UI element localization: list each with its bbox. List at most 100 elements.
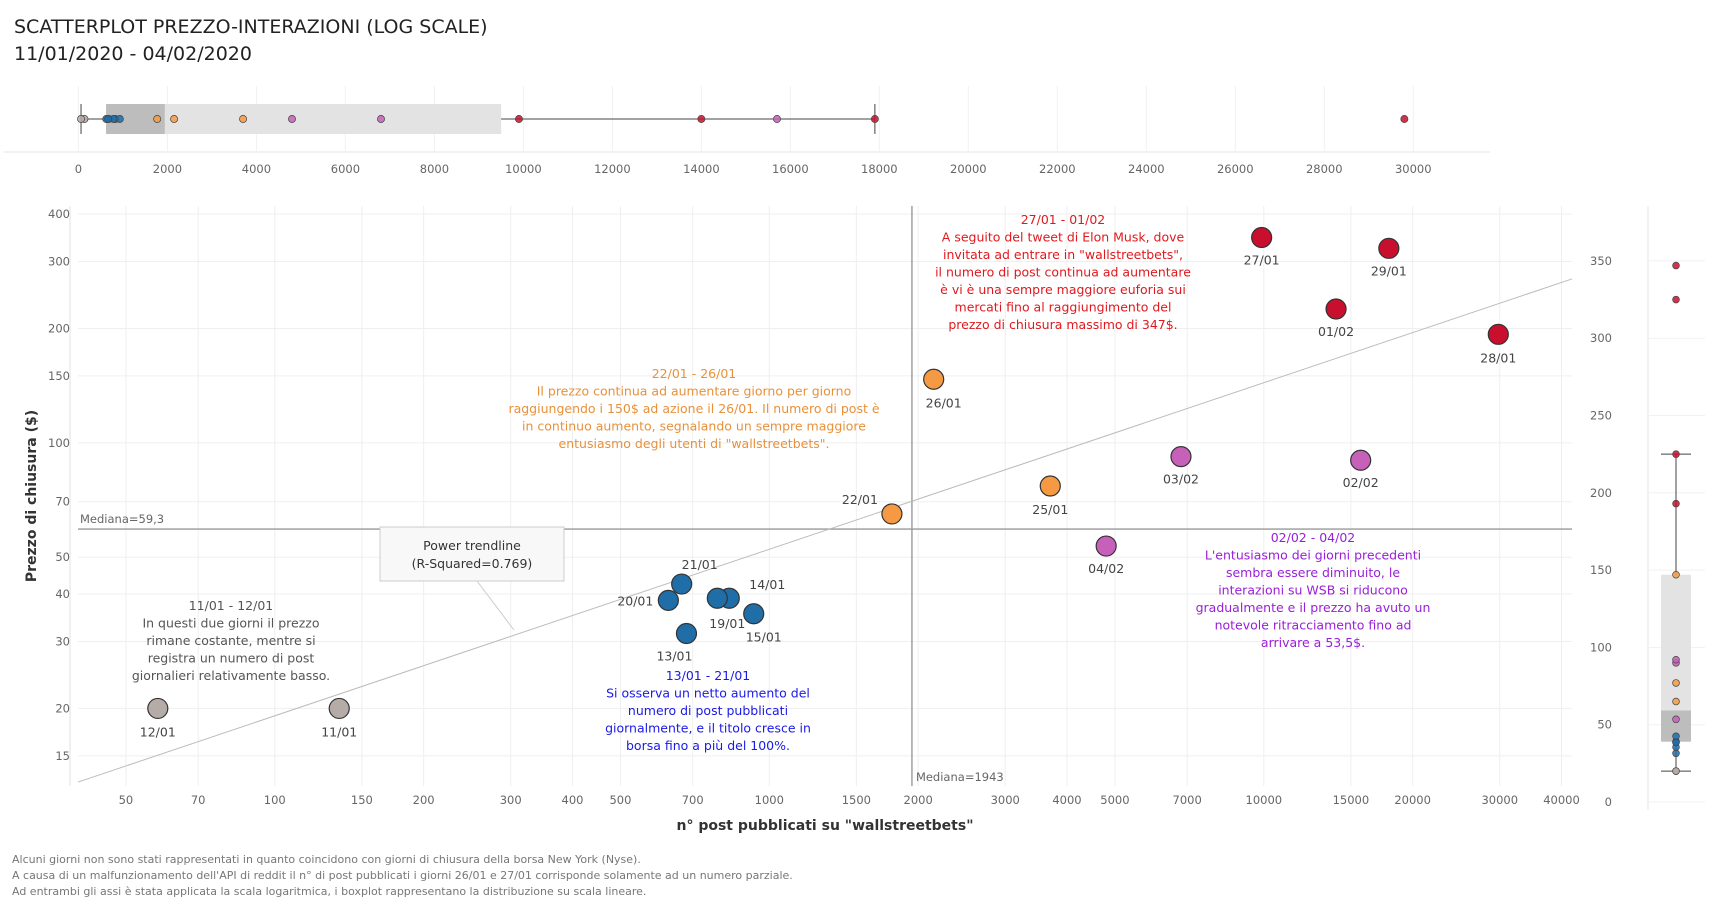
top-boxplot-point <box>773 115 781 123</box>
right-boxplot-point <box>1672 450 1680 458</box>
top-boxplot-tick-label: 8000 <box>420 162 449 176</box>
annotation-line: L'entusiasmo dei giorni precedenti <box>1205 548 1421 563</box>
top-boxplot-tick-label: 24000 <box>1128 162 1165 176</box>
annotation-line: invitata ad entrare in "wallstreetbets", <box>943 247 1183 262</box>
x-tick-label: 40000 <box>1543 793 1580 807</box>
right-boxplot-tick-label: 100 <box>1590 640 1612 654</box>
right-boxplot-upper-box <box>1661 574 1691 711</box>
data-point <box>923 368 945 390</box>
y-tick-label: 40 <box>55 587 70 601</box>
top-boxplot-tick-label: 6000 <box>331 162 360 176</box>
annotation-line: borsa fino a più del 100%. <box>626 738 790 753</box>
trendline-r2: (R-Squared=0.769) <box>412 556 533 571</box>
trendline <box>77 278 1573 783</box>
right-boxplot: 0 50 100 150 200 250 300 350 <box>1590 206 1705 810</box>
right-boxplot-point <box>1672 295 1680 304</box>
y-tick-label: 20 <box>55 701 70 715</box>
x-tick-label: 3000 <box>991 793 1020 807</box>
top-boxplot-point <box>170 115 179 123</box>
x-tick-label: 100 <box>264 793 286 807</box>
point-label: 04/02 <box>1088 561 1124 576</box>
point-label: 21/01 <box>682 557 718 572</box>
right-boxplot-point <box>1672 749 1680 758</box>
trendline-callout-leader <box>476 580 515 631</box>
top-boxplot-upper-box <box>164 104 502 134</box>
chart-title-line-1: SCATTERPLOT PREZZO-INTERAZIONI (LOG SCAL… <box>14 16 488 38</box>
annotation-line: arrivare a 53,5$. <box>1261 635 1365 650</box>
right-boxplot-tick-label: 300 <box>1590 331 1612 345</box>
data-point <box>1095 535 1117 557</box>
right-boxplot-point <box>1672 767 1680 775</box>
chart-title: SCATTERPLOT PREZZO-INTERAZIONI (LOG SCAL… <box>14 14 488 68</box>
right-boxplot-point <box>1672 261 1680 270</box>
annotation-heading: 11/01 - 12/01 <box>189 598 274 613</box>
point-label: 22/01 <box>842 492 878 507</box>
right-boxplot-tick-label: 250 <box>1590 409 1612 423</box>
right-boxplot-point <box>1672 732 1680 741</box>
point-label: 19/01 <box>709 616 745 631</box>
x-tick-label: 400 <box>562 793 584 807</box>
data-point <box>1350 449 1372 471</box>
point-label: 26/01 <box>926 395 962 410</box>
footnote-1: Alcuni giorni non sono stati rappresenta… <box>12 853 641 866</box>
right-boxplot-point <box>1672 715 1680 724</box>
x-tick-label: 700 <box>682 793 704 807</box>
x-tick-label: 20000 <box>1394 793 1431 807</box>
right-boxplot-point <box>1672 656 1680 664</box>
top-boxplot-tick-label: 22000 <box>1039 162 1076 176</box>
x-tick-label: 150 <box>351 793 373 807</box>
point-label: 15/01 <box>746 630 782 645</box>
x-tick-label: 1500 <box>842 793 871 807</box>
y-tick-label: 70 <box>55 495 70 509</box>
annotation-line: sembra essere diminuito, le <box>1226 565 1400 580</box>
top-boxplot-tick-label: 18000 <box>861 162 898 176</box>
top-boxplot-point <box>697 115 706 123</box>
point-label: 01/02 <box>1318 324 1354 339</box>
data-point <box>1039 475 1061 497</box>
y-axis-title: Prezzo di chiusura ($) <box>24 410 40 582</box>
annotation-line: il numero di post continua ad aumentare <box>935 265 1191 280</box>
data-point <box>706 587 728 609</box>
annotation-heading: 13/01 - 21/01 <box>666 668 751 683</box>
top-boxplot: 0 2000 4000 6000 8000 10000 12000 14000 16000 180… <box>4 86 1490 176</box>
annotation-line: registra un numero di post <box>148 651 315 666</box>
right-boxplot-tick-label: 150 <box>1590 563 1612 577</box>
point-label: 25/01 <box>1032 502 1068 517</box>
data-point <box>328 697 350 720</box>
top-boxplot-tick-label: 28000 <box>1306 162 1343 176</box>
top-boxplot-point <box>377 115 385 123</box>
right-boxplot-point <box>1672 499 1680 508</box>
point-label: 12/01 <box>140 724 176 739</box>
annotation-line: raggiungendo i 150$ ad azione il 26/01. … <box>508 401 879 416</box>
x-tick-label: 1000 <box>755 793 784 807</box>
data-point <box>743 603 765 625</box>
top-boxplot-tick-label: 16000 <box>772 162 809 176</box>
top-boxplot-point <box>153 115 162 123</box>
y-tick-label: 400 <box>48 207 70 221</box>
top-boxplot-tick-label: 20000 <box>950 162 987 176</box>
annotation-line: giornalmente, e il titolo cresce in <box>605 721 811 736</box>
footnotes: Alcuni giorni non sono stati rappresenta… <box>12 852 793 900</box>
annotation-line: numero di post pubblicati <box>628 703 788 718</box>
point-label: 11/01 <box>321 724 357 739</box>
top-boxplot-point <box>77 115 85 123</box>
top-boxplot-tick-label: 4000 <box>242 162 271 176</box>
x-tick-label: 200 <box>413 793 435 807</box>
y-tick-label: 30 <box>55 635 70 649</box>
x-tick-label: 500 <box>609 793 631 807</box>
y-tick-label: 300 <box>48 255 70 269</box>
top-boxplot-point <box>104 115 112 123</box>
right-boxplot-point <box>1672 697 1680 706</box>
x-tick-label: 300 <box>500 793 522 807</box>
point-label: 02/02 <box>1343 475 1379 490</box>
x-tick-label: 70 <box>191 793 206 807</box>
annotation-heading: 22/01 - 26/01 <box>652 366 737 381</box>
x-tick-label: 10000 <box>1246 793 1283 807</box>
data-point <box>657 589 679 611</box>
annotation-line: entusiasmo degli utenti di "wallstreetbe… <box>559 436 830 451</box>
annotation-line: prezzo di chiusura massimo di 347$. <box>948 317 1177 332</box>
right-boxplot-tick-label: 350 <box>1590 254 1612 268</box>
point-label: 27/01 <box>1244 253 1280 268</box>
point-label: 29/01 <box>1371 263 1407 278</box>
